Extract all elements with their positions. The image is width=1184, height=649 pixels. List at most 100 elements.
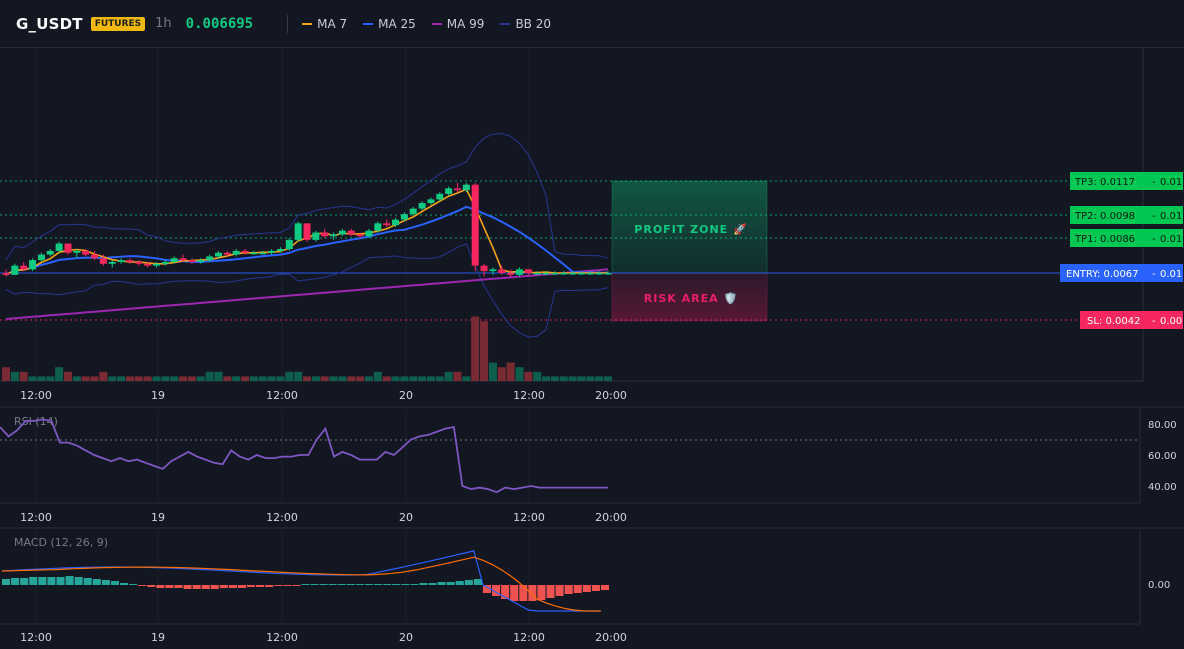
candle[interactable] — [312, 230, 320, 242]
candle[interactable] — [454, 182, 461, 193]
candle[interactable] — [99, 254, 107, 266]
macd-line[interactable] — [1, 550, 601, 612]
candle[interactable] — [161, 260, 169, 266]
candle[interactable] — [560, 271, 568, 275]
candle[interactable] — [569, 271, 577, 275]
macd-bar — [310, 584, 319, 585]
candle[interactable] — [20, 261, 28, 272]
candle[interactable] — [37, 252, 45, 262]
candle[interactable] — [392, 217, 400, 227]
candle[interactable] — [365, 228, 373, 239]
candle[interactable] — [445, 186, 453, 196]
candle[interactable] — [241, 249, 249, 255]
candle[interactable] — [489, 267, 497, 275]
candle[interactable] — [144, 261, 152, 268]
bb-upper-line[interactable] — [5, 132, 609, 261]
legend-ma25[interactable]: MA 25 — [363, 17, 416, 31]
time-label: 12:00 — [20, 511, 52, 524]
symbol-name[interactable]: G_USDT — [16, 14, 83, 33]
time-axis-rsi[interactable]: 12:00 19 12:00 20 12:00 20:00 — [20, 511, 627, 524]
candle[interactable] — [46, 249, 54, 257]
candlesticks[interactable] — [2, 182, 612, 277]
volume-bar — [55, 367, 64, 381]
candle[interactable] — [232, 249, 240, 257]
candle[interactable] — [338, 228, 346, 237]
candle[interactable] — [126, 258, 134, 264]
candle[interactable] — [179, 254, 187, 262]
candle[interactable] — [321, 228, 329, 239]
candle[interactable] — [108, 260, 116, 268]
candle[interactable] — [29, 258, 37, 272]
candle[interactable] — [223, 250, 231, 257]
candle[interactable] — [303, 223, 311, 242]
tp1-label[interactable]: TP1: 0.0086 - 0.01 — [1070, 229, 1183, 247]
candle[interactable] — [524, 269, 532, 275]
candle[interactable] — [64, 243, 72, 255]
candle[interactable] — [383, 219, 391, 227]
candle[interactable] — [117, 258, 125, 264]
candle[interactable] — [2, 269, 10, 277]
candle[interactable] — [507, 269, 515, 277]
candle[interactable] — [498, 265, 506, 275]
candle[interactable] — [285, 238, 293, 251]
candle[interactable] — [206, 254, 214, 262]
timeframe-label[interactable]: 1h — [155, 16, 172, 31]
candle[interactable] — [356, 232, 364, 239]
candle[interactable] — [436, 192, 444, 202]
candle[interactable] — [374, 221, 382, 233]
candle[interactable] — [418, 201, 426, 211]
candle[interactable] — [55, 241, 63, 253]
candle[interactable] — [259, 250, 267, 255]
time-axis-main[interactable]: 12:00 19 12:00 20 12:00 20:00 — [20, 389, 627, 402]
time-axis-macd[interactable]: 12:00 19 12:00 20 12:00 20:00 — [20, 631, 627, 644]
candle[interactable] — [462, 182, 470, 193]
sl-label[interactable]: SL: 0.0042 - 0.00 — [1080, 311, 1183, 329]
macd-bar — [47, 577, 56, 585]
candle[interactable] — [480, 263, 488, 277]
candle[interactable] — [604, 271, 612, 275]
candle[interactable] — [330, 232, 338, 240]
legend-ma99[interactable]: MA 99 — [431, 17, 484, 31]
candle[interactable] — [170, 256, 178, 264]
candle[interactable] — [11, 263, 19, 275]
tp3-label[interactable]: TP3: 0.0117 - 0.01 — [1070, 172, 1183, 190]
candle[interactable] — [551, 271, 559, 275]
candle[interactable] — [135, 260, 143, 266]
candle[interactable] — [577, 271, 585, 275]
bb-lower-line[interactable] — [5, 243, 609, 338]
candle[interactable] — [153, 261, 160, 268]
candle[interactable] — [214, 250, 222, 259]
candle[interactable] — [250, 250, 258, 255]
candle[interactable] — [73, 249, 81, 259]
candle[interactable] — [409, 206, 417, 216]
candle[interactable] — [533, 271, 541, 275]
candle[interactable] — [515, 267, 523, 277]
candle[interactable] — [471, 182, 479, 272]
candle[interactable] — [197, 258, 205, 264]
rsi-line[interactable] — [0, 418, 608, 494]
macd-signal-line[interactable] — [1, 556, 601, 612]
profit-zone[interactable] — [611, 180, 768, 274]
tp2-label[interactable]: TP2: 0.0098 - 0.01 — [1070, 206, 1183, 224]
legend-bb20[interactable]: BB 20 — [500, 17, 551, 31]
candle[interactable] — [542, 271, 550, 275]
candle[interactable] — [188, 258, 196, 264]
candle[interactable] — [347, 228, 355, 237]
macd-bar — [582, 585, 591, 592]
candle[interactable] — [82, 249, 90, 257]
candle[interactable] — [586, 271, 594, 275]
macd-title[interactable]: MACD (12, 26, 9) — [14, 536, 108, 549]
candle[interactable] — [427, 197, 435, 205]
legend-ma7[interactable]: MA 7 — [302, 17, 347, 31]
profit-zone-label: PROFIT ZONE 🚀 — [634, 223, 747, 236]
macd-histogram[interactable] — [2, 576, 609, 601]
candle[interactable] — [595, 271, 603, 275]
entry-label[interactable]: ENTRY: 0.0067 - 0.01 — [1060, 264, 1183, 282]
candle[interactable] — [268, 249, 276, 255]
candle[interactable] — [400, 212, 408, 222]
candle[interactable] — [294, 221, 302, 242]
candle[interactable] — [276, 247, 284, 253]
candle[interactable] — [91, 250, 99, 261]
ma99-line[interactable] — [5, 268, 609, 320]
